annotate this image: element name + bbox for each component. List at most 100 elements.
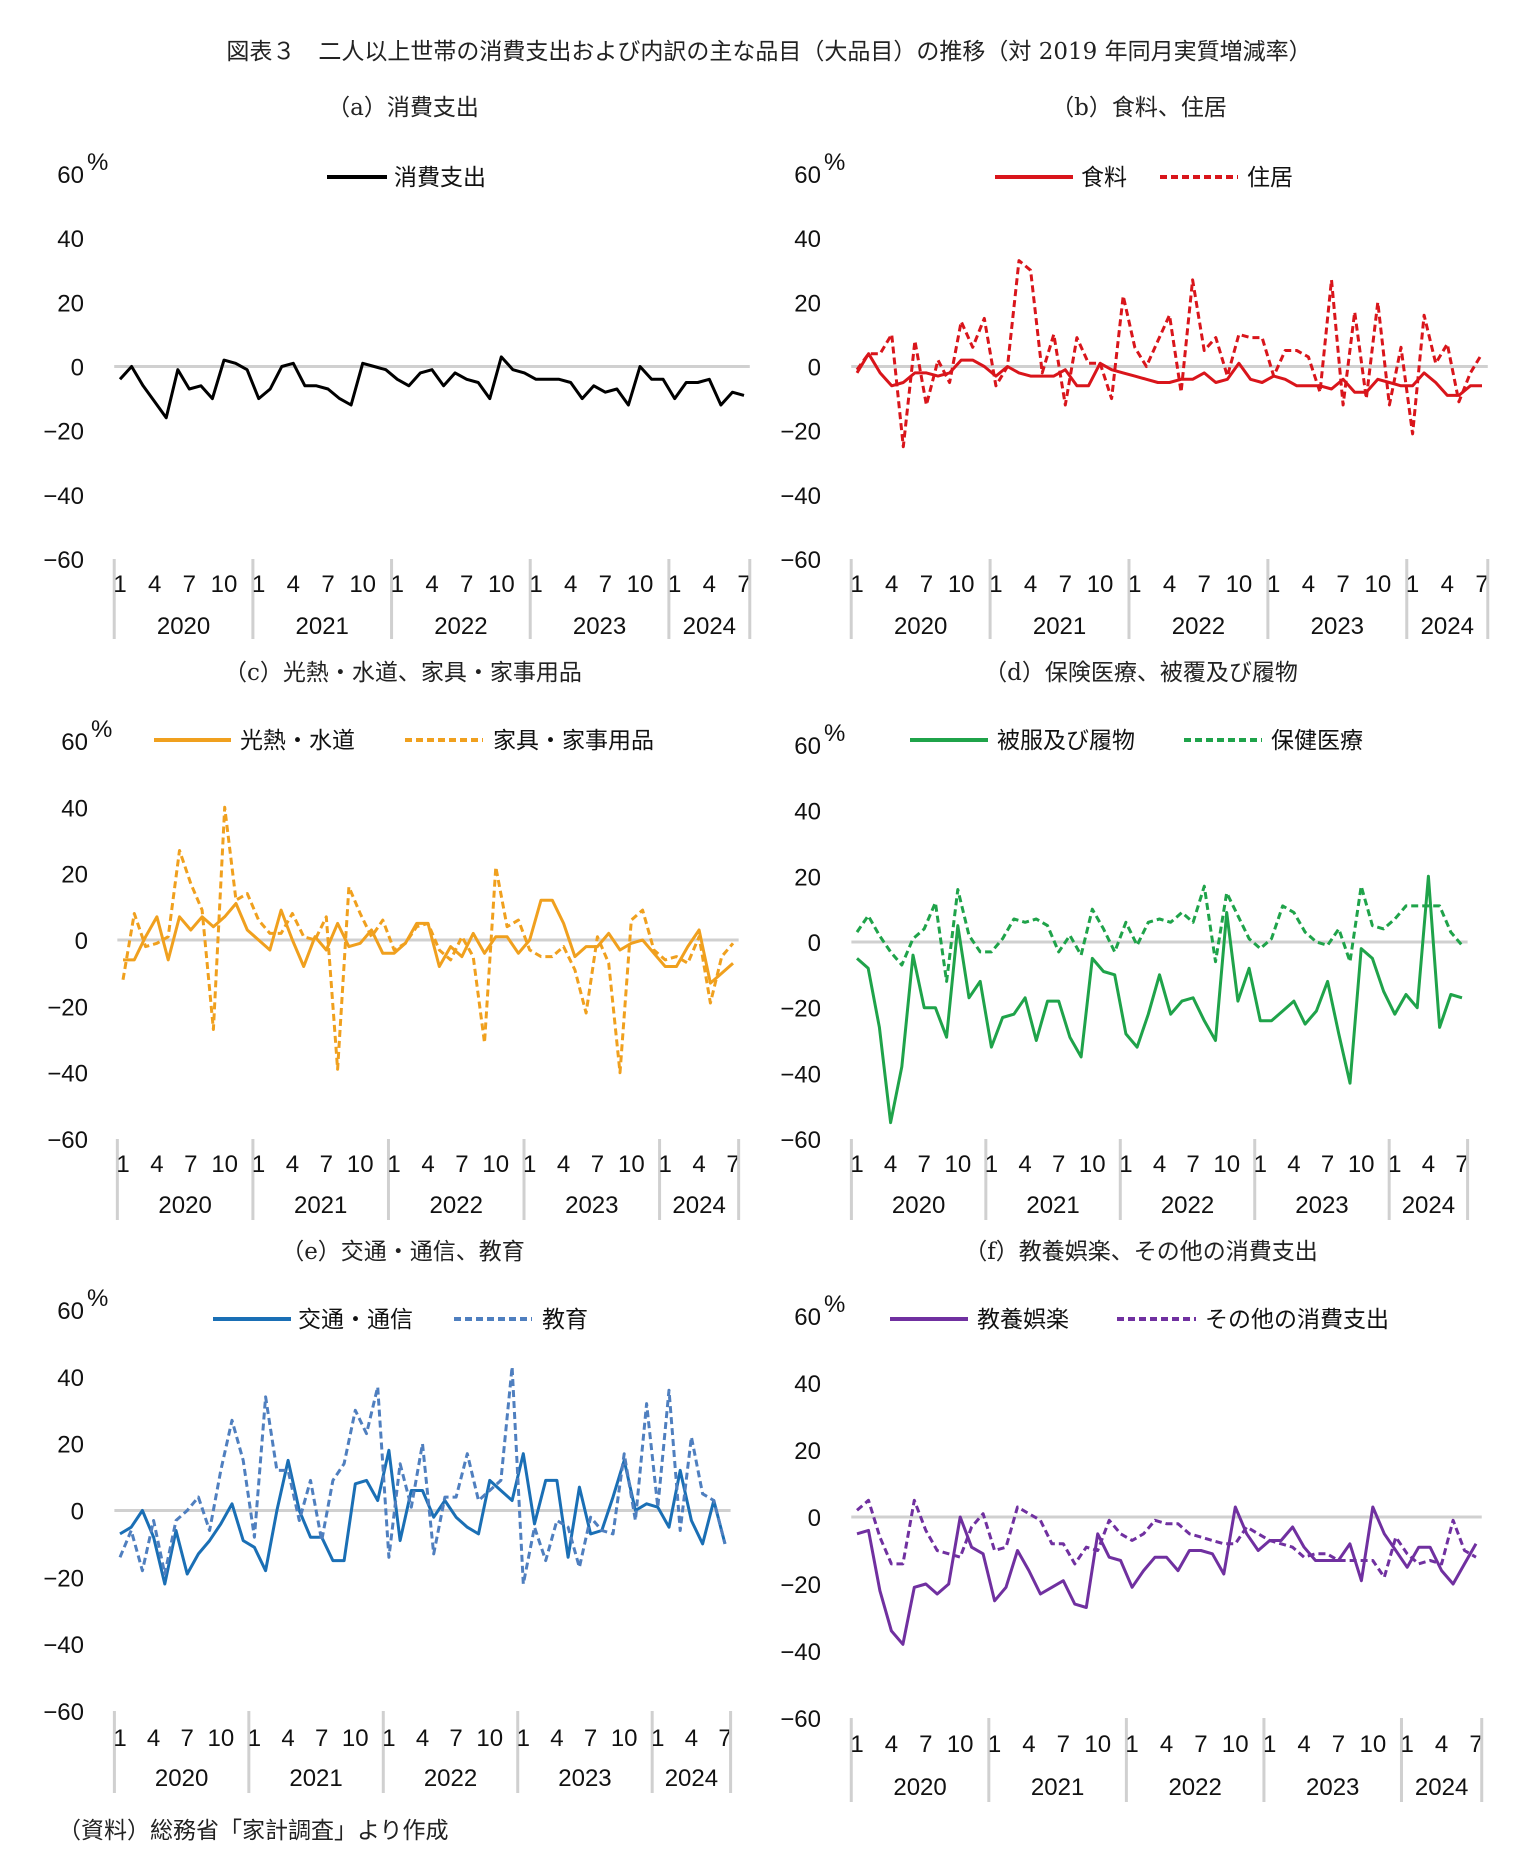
x-month-label: 4 bbox=[281, 1725, 294, 1752]
x-month-label: 4 bbox=[287, 571, 300, 598]
x-month-label: 4 bbox=[550, 1725, 563, 1752]
x-month-label: 4 bbox=[150, 1151, 163, 1178]
x-month-label: 1 bbox=[1119, 1151, 1132, 1178]
x-month-label: 4 bbox=[1024, 571, 1037, 598]
legend-label: 消費支出 bbox=[394, 165, 486, 191]
source-note: （資料）総務省「家計調査」より作成 bbox=[58, 1818, 449, 1844]
y-tick-label: 60 bbox=[57, 1298, 84, 1325]
x-month-label: 10 bbox=[347, 1151, 374, 1178]
series-line-dashed bbox=[855, 884, 1464, 983]
x-month-label: 1 bbox=[1388, 1151, 1401, 1178]
x-month-label: 4 bbox=[421, 1151, 434, 1178]
x-month-label: 10 bbox=[211, 571, 238, 598]
legend-label: 光熱・水道 bbox=[240, 728, 355, 754]
x-month-label: 10 bbox=[349, 571, 376, 598]
y-unit-label: % bbox=[87, 149, 108, 176]
y-tick-label: −60 bbox=[780, 1127, 821, 1154]
x-month-label: 4 bbox=[685, 1725, 698, 1752]
y-tick-label: −60 bbox=[43, 547, 84, 574]
x-month-label: 1 bbox=[113, 1725, 126, 1752]
x-month-label: 7 bbox=[920, 571, 933, 598]
x-month-label: 1 bbox=[1263, 1731, 1276, 1758]
y-tick-label: −20 bbox=[780, 1572, 821, 1599]
x-month-label: 4 bbox=[1018, 1151, 1031, 1178]
x-month-label: 7 bbox=[584, 1725, 597, 1752]
x-month-label: 7 bbox=[599, 571, 612, 598]
x-month-label: 1 bbox=[989, 571, 1002, 598]
x-month-label: 4 bbox=[1302, 571, 1315, 598]
y-tick-label: −20 bbox=[780, 996, 821, 1023]
x-month-label: 1 bbox=[985, 1151, 998, 1178]
legend-label: 住居 bbox=[1247, 165, 1293, 191]
x-month-label: 1 bbox=[1125, 1731, 1138, 1758]
x-year-label: 2020 bbox=[892, 1192, 945, 1219]
x-month-label: 1 bbox=[523, 1151, 536, 1178]
x-month-label: 10 bbox=[1359, 1731, 1386, 1758]
y-tick-label: 40 bbox=[57, 1365, 84, 1392]
x-year-label: 2023 bbox=[1295, 1192, 1348, 1219]
x-year-label: 2022 bbox=[430, 1192, 483, 1219]
x-month-label: 10 bbox=[1348, 1151, 1375, 1178]
x-year-label: 2024 bbox=[683, 613, 736, 640]
y-tick-label: −60 bbox=[47, 1127, 88, 1154]
x-month-label: 1 bbox=[252, 1151, 265, 1178]
y-unit-label: % bbox=[824, 720, 845, 747]
series-line-dashed bbox=[118, 1365, 727, 1586]
x-year-label: 2023 bbox=[558, 1765, 611, 1792]
x-month-label: 1 bbox=[850, 1731, 863, 1758]
series-line-solid bbox=[855, 352, 1482, 397]
y-tick-label: 0 bbox=[75, 928, 88, 955]
y-tick-label: 60 bbox=[794, 162, 821, 189]
x-month-label: 10 bbox=[1213, 1151, 1240, 1178]
y-tick-label: 60 bbox=[794, 1304, 821, 1331]
x-month-label: 4 bbox=[1435, 1731, 1448, 1758]
y-unit-label: % bbox=[824, 1291, 845, 1318]
legend-label: 交通・通信 bbox=[298, 1307, 413, 1333]
x-year-label: 2023 bbox=[573, 613, 626, 640]
x-month-label: 4 bbox=[1422, 1151, 1435, 1178]
x-month-label: 4 bbox=[147, 1725, 160, 1752]
x-month-label: 10 bbox=[1087, 571, 1114, 598]
x-year-label: 2020 bbox=[893, 1774, 946, 1801]
x-month-label: 10 bbox=[1364, 571, 1391, 598]
x-month-label: 10 bbox=[618, 1151, 645, 1178]
y-tick-label: −40 bbox=[43, 483, 84, 510]
x-year-label: 2023 bbox=[1311, 613, 1364, 640]
x-month-label: 1 bbox=[517, 1725, 530, 1752]
x-year-label: 2021 bbox=[289, 1765, 342, 1792]
x-month-label: 1 bbox=[1267, 571, 1280, 598]
x-month-label: 7 bbox=[320, 1151, 333, 1178]
x-month-label: 1 bbox=[116, 1151, 129, 1178]
y-tick-label: 20 bbox=[794, 290, 821, 317]
x-month-label: 4 bbox=[703, 571, 716, 598]
y-tick-label: 60 bbox=[794, 733, 821, 760]
x-month-label: 4 bbox=[286, 1151, 299, 1178]
y-tick-label: −40 bbox=[780, 483, 821, 510]
y-tick-label: 60 bbox=[61, 729, 88, 756]
x-month-label: 4 bbox=[885, 1731, 898, 1758]
x-month-label: 4 bbox=[1153, 1151, 1166, 1178]
x-month-label: 10 bbox=[1226, 571, 1253, 598]
x-month-label: 1 bbox=[651, 1725, 664, 1752]
x-month-label: 1 bbox=[850, 1151, 863, 1178]
x-month-label: 1 bbox=[1401, 1731, 1414, 1758]
x-month-label: 1 bbox=[850, 571, 863, 598]
y-tick-label: 20 bbox=[57, 290, 84, 317]
x-month-label: 4 bbox=[885, 571, 898, 598]
x-month-label: 4 bbox=[148, 571, 161, 598]
x-year-label: 2024 bbox=[672, 1192, 725, 1219]
series-line-solid bbox=[856, 1505, 1478, 1646]
x-month-label: 4 bbox=[416, 1725, 429, 1752]
x-month-label: 1 bbox=[1128, 571, 1141, 598]
x-year-label: 2024 bbox=[665, 1765, 718, 1792]
x-month-label: 7 bbox=[737, 571, 750, 598]
x-month-label: 4 bbox=[1441, 571, 1454, 598]
x-month-label: 7 bbox=[455, 1151, 468, 1178]
y-tick-label: −60 bbox=[43, 1699, 84, 1726]
x-month-label: 1 bbox=[252, 571, 265, 598]
y-tick-label: 20 bbox=[794, 864, 821, 891]
x-year-label: 2022 bbox=[424, 1765, 477, 1792]
